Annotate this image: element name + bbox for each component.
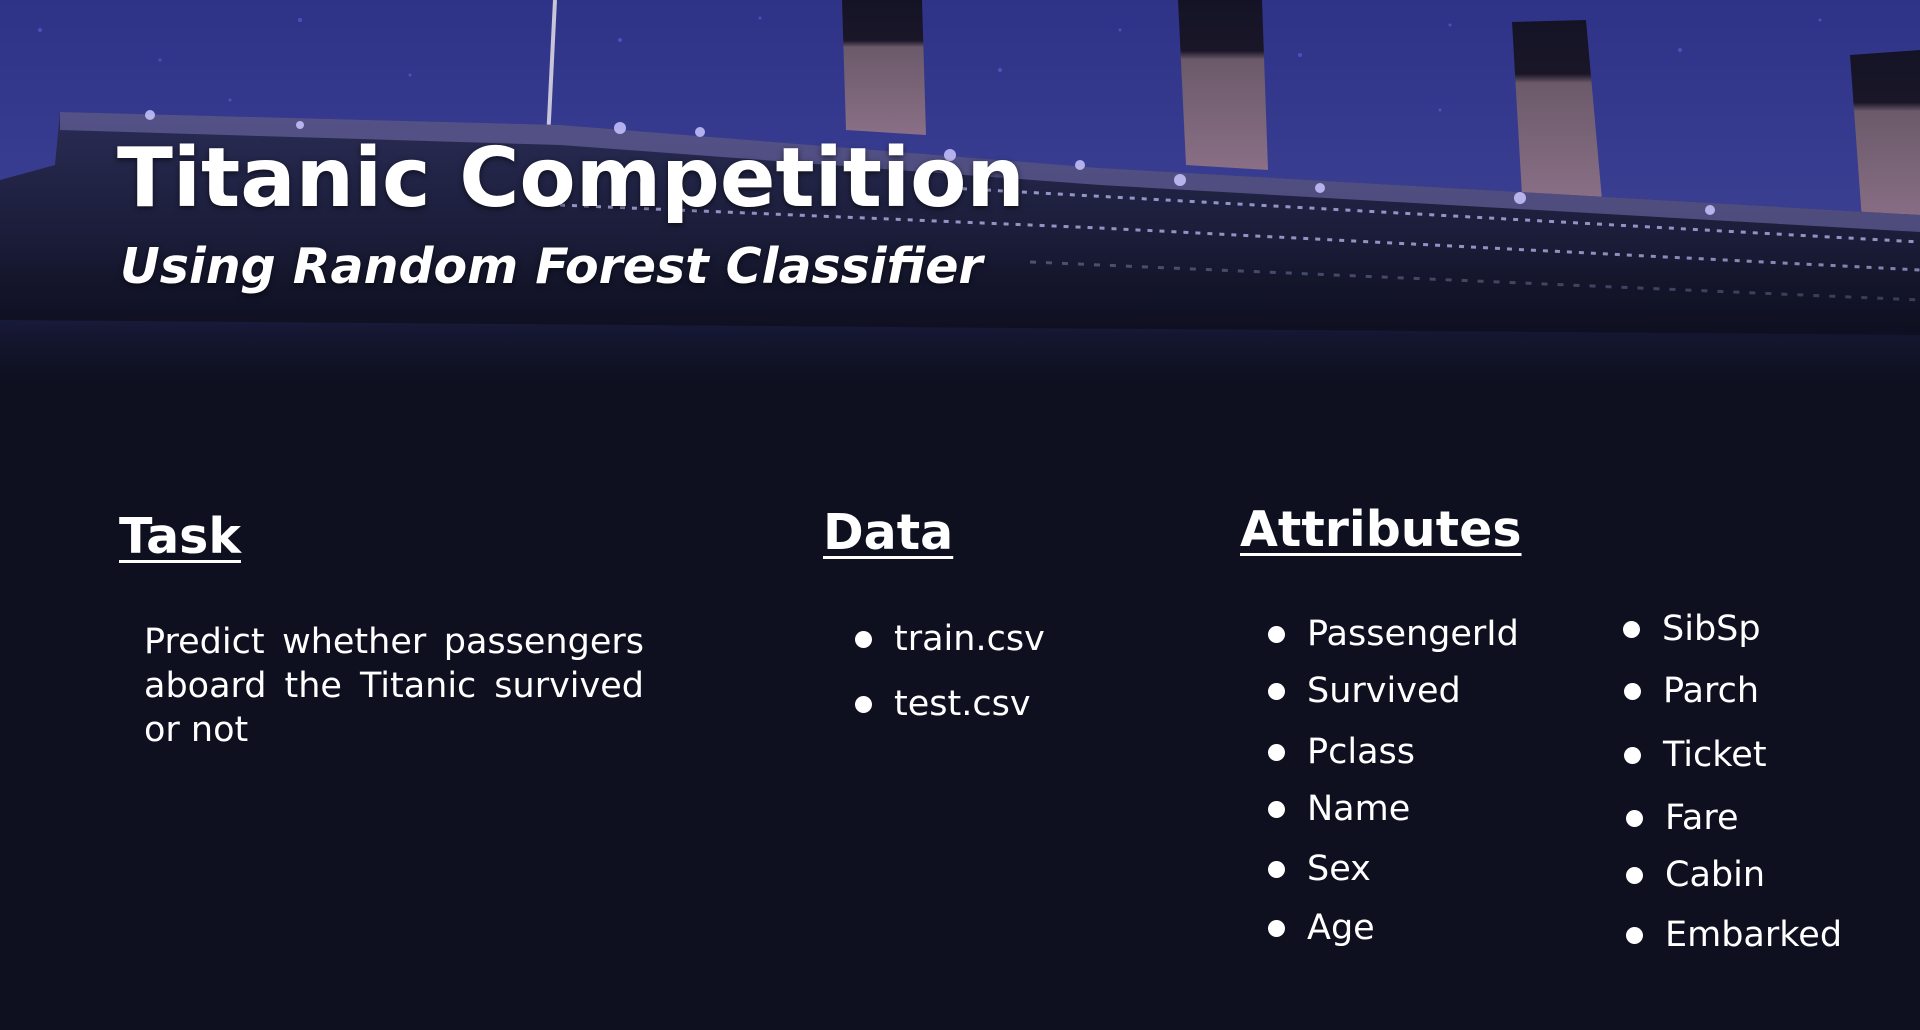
slide-subtitle: Using Random Forest Classifier (120, 238, 983, 295)
bullet-icon (1624, 747, 1641, 764)
attribute-label: PassengerId (1307, 614, 1519, 654)
attribute-item: Pclass (1268, 735, 1415, 770)
bullet-icon (855, 631, 872, 648)
attribute-item: Parch (1624, 674, 1759, 709)
attributes-heading: Attributes (1240, 501, 1522, 558)
attribute-label: Age (1307, 908, 1375, 948)
attribute-item: Age (1268, 911, 1375, 946)
attribute-label: Pclass (1307, 732, 1415, 772)
attribute-item: Ticket (1624, 738, 1767, 773)
bullet-icon (1268, 861, 1285, 878)
bullet-icon (1268, 683, 1285, 700)
task-description: Predict whether passengers aboard the Ti… (144, 622, 644, 750)
attribute-label: Fare (1665, 798, 1739, 838)
data-file-label: test.csv (894, 684, 1031, 724)
attribute-label: Name (1307, 789, 1411, 829)
attribute-item: Survived (1268, 674, 1461, 709)
data-heading: Data (823, 504, 954, 561)
attribute-item: Name (1268, 792, 1410, 827)
attribute-label: SibSp (1662, 609, 1761, 649)
attribute-item: PassengerId (1268, 617, 1519, 652)
titanic-banner-image (0, 0, 1920, 400)
bullet-icon (1626, 927, 1643, 944)
attribute-item: Fare (1626, 801, 1739, 836)
slide-title: Titanic Competition (117, 131, 1025, 226)
attribute-label: Parch (1663, 671, 1760, 711)
list-item-train-csv: train.csv (855, 622, 1045, 657)
bullet-icon (1268, 920, 1285, 937)
attribute-label: Survived (1307, 671, 1461, 711)
attribute-label: Ticket (1663, 735, 1767, 775)
attribute-item: Embarked (1626, 918, 1842, 953)
bullet-icon (1268, 744, 1285, 761)
bullet-icon (1626, 810, 1643, 827)
attribute-item: Sex (1268, 852, 1371, 887)
task-heading: Task (119, 508, 241, 565)
attribute-item: Cabin (1626, 858, 1765, 893)
bullet-icon (855, 696, 872, 713)
attribute-label: Cabin (1665, 855, 1766, 895)
list-item-test-csv: test.csv (855, 687, 1031, 722)
bullet-icon (1624, 683, 1641, 700)
bullet-icon (1626, 867, 1643, 884)
bullet-icon (1623, 621, 1640, 638)
bullet-icon (1268, 801, 1285, 818)
bullet-icon (1268, 626, 1285, 643)
ship-illustration (0, 0, 1920, 400)
data-file-label: train.csv (894, 619, 1045, 659)
attribute-label: Sex (1307, 849, 1371, 889)
attribute-item: SibSp (1623, 612, 1761, 647)
attribute-label: Embarked (1665, 915, 1843, 955)
